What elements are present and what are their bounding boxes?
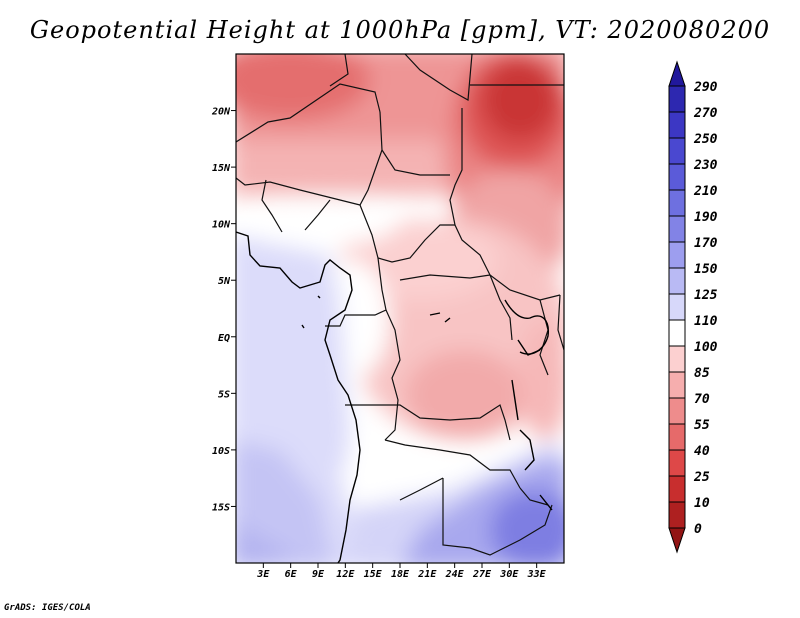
colorbar-label: 125 [694, 288, 718, 303]
lat-tick-label: 10S [212, 446, 230, 457]
colorbar-swatch [668, 475, 686, 503]
colorbar-label: 230 [693, 158, 718, 173]
colorbar-swatch [668, 397, 686, 425]
height-field [236, 54, 564, 563]
colorbar-label: 40 [694, 444, 710, 459]
lat-tick-label: 20N [211, 107, 231, 118]
colorbar-label: 270 [693, 106, 718, 121]
lat-tick-label: 10N [212, 220, 231, 231]
colorbar-label: 150 [694, 262, 718, 277]
grads-credit: GrADS: IGES/COLA [4, 603, 91, 613]
country-borders [236, 54, 564, 556]
colorbar-swatch [668, 449, 686, 477]
colorbar-label: 25 [693, 470, 710, 485]
lat-tick-label: 15N [212, 163, 231, 174]
colorbar-label: 55 [694, 418, 710, 433]
lat-tick-label: 15S [212, 502, 230, 513]
colorbar-label: 250 [693, 132, 718, 147]
colorbar-label: 110 [694, 314, 718, 329]
colorbar-label: 170 [694, 236, 718, 251]
lon-tick-label: 24E [445, 569, 465, 580]
colorbar-swatch [668, 371, 686, 399]
lon-tick-label: 33E [527, 569, 547, 580]
lon-tick-label: 12E [336, 569, 355, 580]
lat-tick-label: 5N [218, 276, 231, 287]
colorbar-label: 100 [694, 340, 718, 355]
colorbar-swatch [668, 137, 686, 165]
colorbar-swatch [668, 85, 686, 113]
colorbar-swatch [668, 189, 686, 217]
colorbar-swatch [668, 241, 686, 269]
lon-tick-label: 21E [417, 569, 437, 580]
colorbar-swatch [668, 345, 686, 373]
colorbar-arrow-top [668, 60, 686, 87]
lon-tick-label: 27E [472, 569, 492, 580]
colorbar-swatch [668, 111, 686, 139]
colorbar-label: 0 [694, 522, 702, 537]
lon-tick-label: 6E [285, 569, 298, 580]
latitude-axis: 20N 15N 10N 5N EQ 5S 10S 15S [211, 107, 236, 513]
colorbar-swatch [668, 319, 686, 347]
longitude-axis: 3E 6E 9E 12E 15E 18E 21E 24E 27E 30E 33E [256, 563, 547, 580]
colorbar-swatch [668, 423, 686, 451]
colorbar-swatch [668, 267, 686, 295]
colorbar: 2902702502302101901701501251101008570554… [668, 60, 718, 554]
colorbar-label: 210 [693, 184, 718, 199]
colorbar-label: 190 [694, 210, 718, 225]
lat-tick-label: 5S [218, 389, 230, 400]
colorbar-swatch [668, 215, 686, 243]
colorbar-label: 85 [694, 366, 710, 381]
lon-tick-label: 30E [499, 569, 519, 580]
colorbar-label: 10 [694, 496, 710, 511]
lon-tick-label: 18E [391, 569, 410, 580]
coastline [236, 231, 553, 563]
colorbar-swatch [668, 501, 686, 529]
colorbar-label: 70 [694, 392, 710, 407]
lat-tick-label: EQ [218, 333, 230, 344]
lon-tick-label: 3E [256, 569, 270, 580]
lon-tick-label: 9E [312, 569, 325, 580]
lon-tick-label: 15E [364, 569, 383, 580]
colorbar-arrow-bottom [668, 527, 686, 554]
colorbar-swatch [668, 163, 686, 191]
map-title: Geopotential Height at 1000hPa [gpm], VT… [29, 16, 771, 44]
colorbar-swatch [668, 293, 686, 321]
colorbar-label: 290 [693, 80, 718, 95]
